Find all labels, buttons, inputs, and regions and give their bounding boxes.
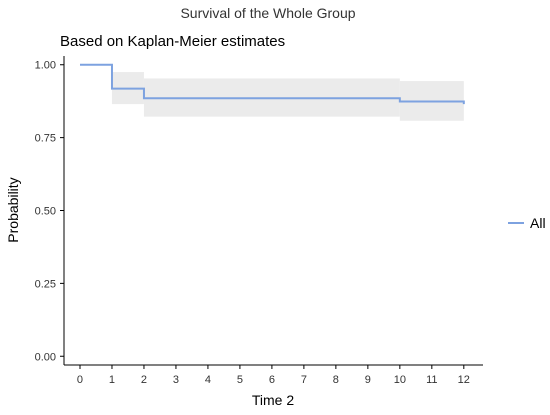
legend-label-all: All bbox=[530, 215, 546, 231]
y-ticks: 0.00 0.25 0.50 0.75 1.00 bbox=[35, 60, 64, 363]
chart-subtitle: Based on Kaplan-Meier estimates bbox=[60, 33, 285, 50]
x-axis-label: Time 2 bbox=[252, 392, 294, 408]
y-tick-label: 0.75 bbox=[35, 133, 56, 145]
y-tick-label: 0.25 bbox=[35, 278, 56, 290]
x-tick-label: 12 bbox=[458, 374, 470, 386]
x-tick-label: 5 bbox=[237, 374, 243, 386]
x-tick-label: 2 bbox=[141, 374, 147, 386]
x-tick-label: 10 bbox=[394, 374, 406, 386]
y-tick-label: 0.00 bbox=[35, 351, 56, 363]
y-tick-label: 0.50 bbox=[35, 206, 56, 218]
x-tick-label: 8 bbox=[333, 374, 339, 386]
x-tick-label: 6 bbox=[269, 374, 275, 386]
x-tick-label: 9 bbox=[365, 374, 371, 386]
chart-title: Survival of the Whole Group bbox=[180, 5, 355, 21]
x-tick-label: 4 bbox=[205, 374, 211, 386]
x-tick-label: 0 bbox=[77, 374, 83, 386]
plot-area bbox=[79, 63, 465, 121]
x-tick-label: 11 bbox=[426, 374, 437, 386]
x-tick-label: 3 bbox=[173, 374, 179, 386]
x-tick-label: 1 bbox=[109, 374, 115, 386]
x-ticks: 0 1 2 3 4 5 6 7 8 9 10 11 12 bbox=[77, 365, 470, 386]
y-tick-label: 1.00 bbox=[35, 60, 56, 72]
y-axis-label: Probability bbox=[5, 177, 21, 242]
legend: All bbox=[508, 215, 546, 231]
x-tick-label: 7 bbox=[301, 374, 307, 386]
series-line-all bbox=[79, 63, 465, 105]
